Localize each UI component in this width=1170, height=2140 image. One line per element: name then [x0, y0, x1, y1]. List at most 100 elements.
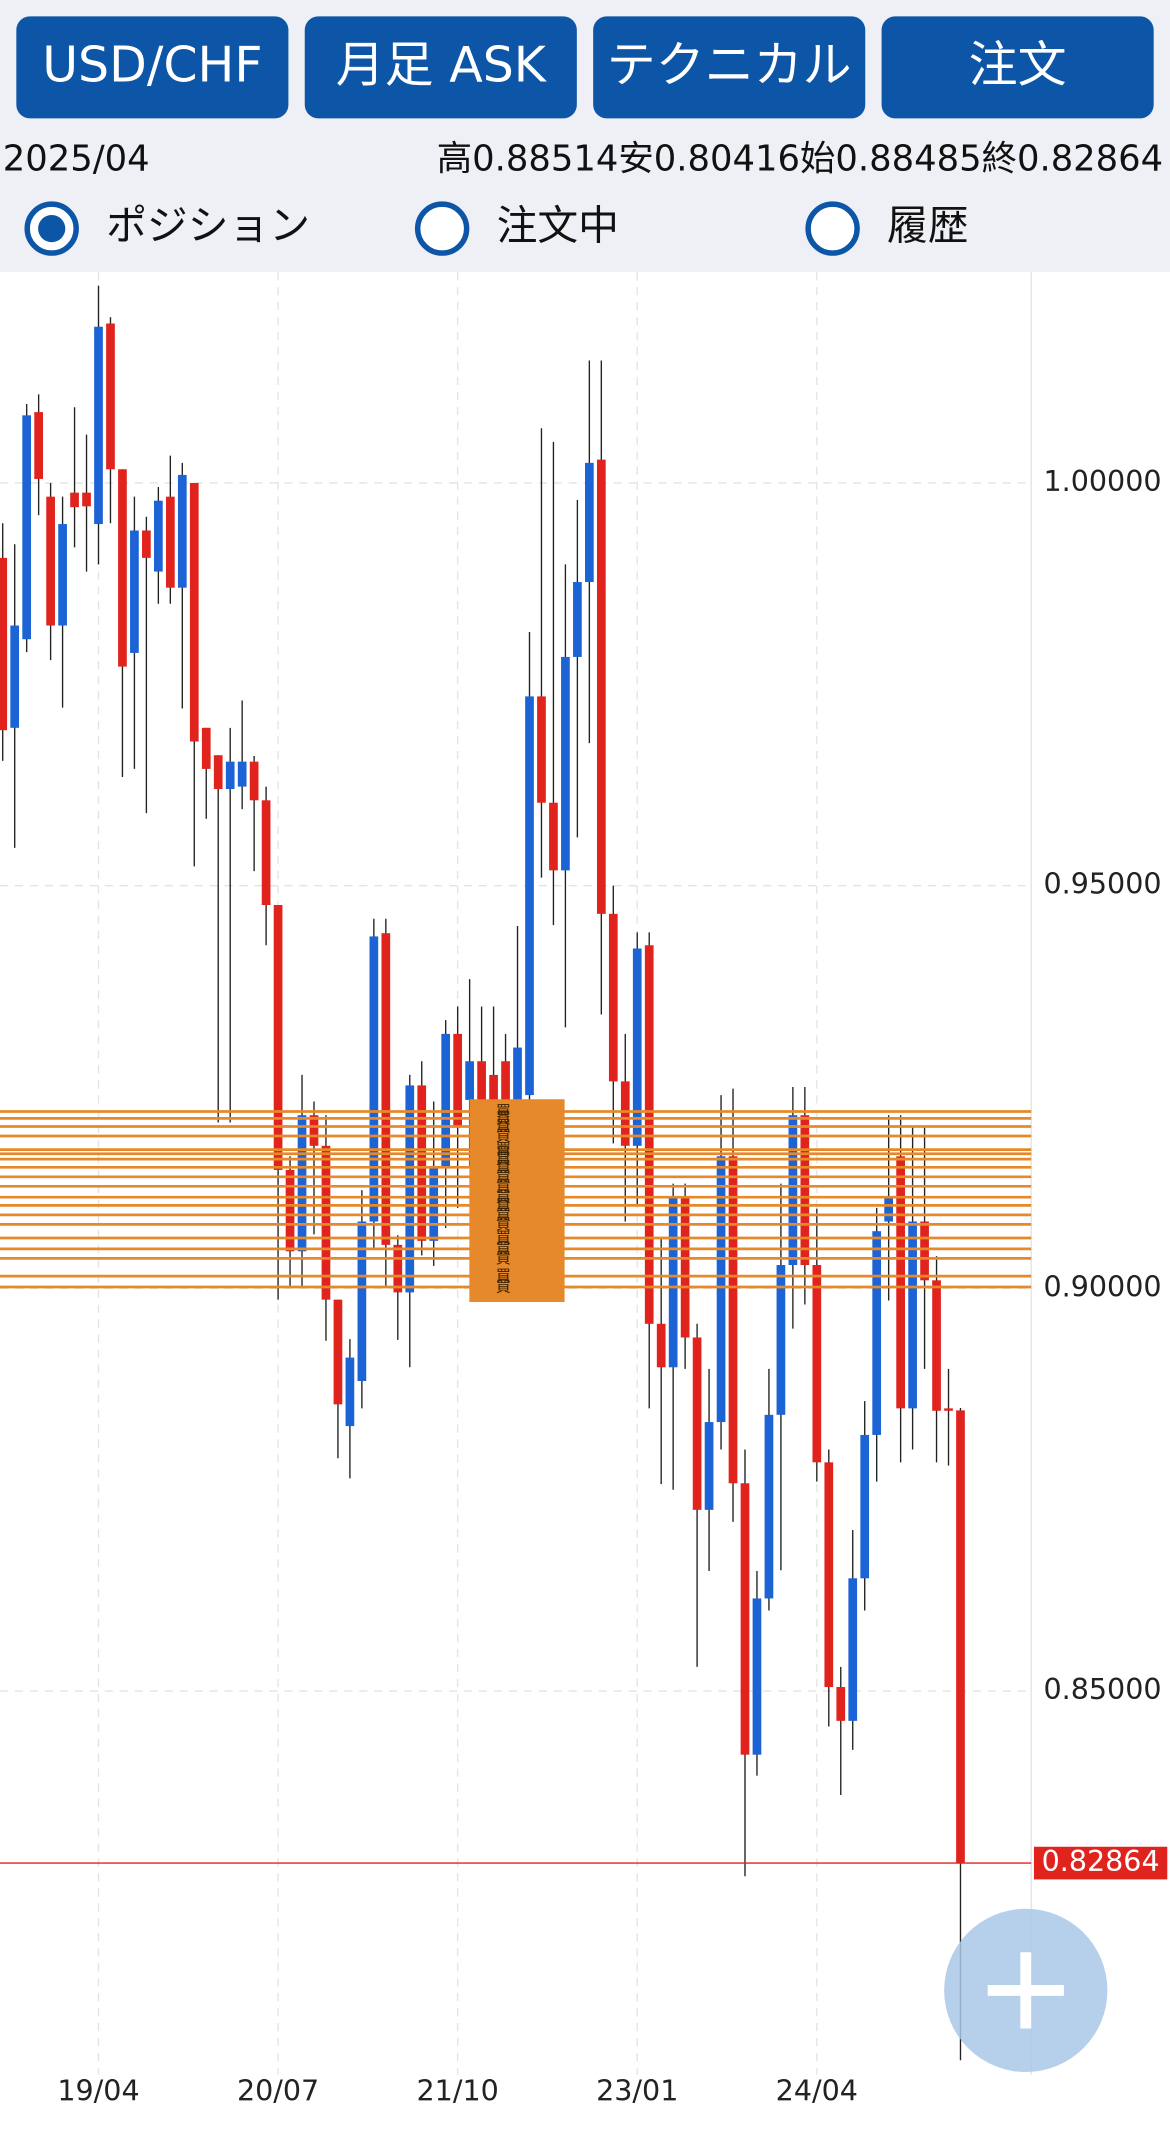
candle-body — [345, 1357, 355, 1427]
candle-body — [632, 948, 642, 1146]
position-label: 買 — [496, 1144, 511, 1162]
candle-body — [405, 1085, 415, 1293]
candle-body — [561, 656, 570, 871]
position-label: 買 — [496, 1215, 511, 1233]
current-price-box — [1033, 1846, 1168, 1880]
candle-body — [776, 1265, 786, 1415]
x-tick-label: 20/07 — [237, 2073, 319, 2107]
y-tick-label: 0.85000 — [1043, 1672, 1161, 1706]
candle-body — [812, 1265, 822, 1463]
candle-body — [142, 530, 151, 558]
radio-dot — [38, 214, 66, 243]
candle-body — [46, 496, 55, 626]
candle-body — [213, 755, 223, 790]
candle-body — [549, 802, 558, 871]
tab-label[interactable]: 履歴 — [887, 202, 969, 250]
header-button[interactable] — [16, 16, 289, 119]
candle-body — [944, 1408, 953, 1411]
position-label: 買 — [496, 1102, 511, 1120]
candle-body — [441, 1033, 451, 1168]
header-button[interactable] — [593, 16, 866, 119]
candle-body — [489, 1074, 498, 1102]
candle-body — [393, 1244, 403, 1293]
candle-body — [908, 1221, 917, 1409]
candle-body — [537, 696, 546, 803]
candle-body — [596, 459, 606, 914]
candle-body — [848, 1578, 858, 1721]
candle-body — [836, 1687, 846, 1721]
candle-body — [285, 1169, 295, 1252]
candle-body — [620, 1081, 630, 1146]
period: 2025/04 — [3, 139, 150, 180]
candle-body — [728, 1156, 738, 1484]
candle-body — [130, 530, 139, 653]
position-label: 買 — [496, 1239, 511, 1257]
x-tick-label: 23/01 — [596, 2073, 678, 2107]
candle-body — [94, 326, 103, 525]
candle-body — [261, 800, 271, 906]
position-label: 買 — [496, 1167, 511, 1185]
candle-body — [788, 1115, 798, 1266]
candle-body — [800, 1115, 810, 1266]
candle-body — [381, 933, 391, 1245]
tab-label[interactable]: ポジション — [106, 202, 310, 250]
ohlc-label: 始 — [800, 139, 835, 180]
candle-body — [106, 323, 115, 470]
candle-body — [201, 727, 211, 769]
ohlc-value: 0.88485 — [835, 139, 981, 180]
current-price-label: 0.82864 — [1042, 1844, 1160, 1878]
candle-body — [824, 1462, 834, 1688]
ohlc-value: 0.82864 — [1017, 139, 1163, 180]
candle-body — [716, 1156, 726, 1423]
candle-body — [860, 1434, 870, 1579]
position-label: 買 — [496, 1267, 511, 1285]
candle-body — [177, 474, 187, 588]
candle-body — [165, 496, 175, 588]
candle-body — [154, 500, 163, 572]
y-tick-label: 1.00000 — [1043, 464, 1161, 498]
position-label: 買 — [496, 1150, 511, 1168]
radio[interactable] — [805, 201, 860, 256]
candle-body — [752, 1598, 762, 1755]
position-label: 買 — [496, 1158, 511, 1176]
ohlc-label: 高 — [437, 139, 472, 180]
candle-body — [34, 412, 43, 479]
candle-body — [668, 1197, 678, 1368]
candle-body — [525, 696, 534, 1096]
y-tick-label: 0.90000 — [1043, 1269, 1161, 1303]
candle-body — [321, 1145, 331, 1300]
candle-body — [740, 1483, 750, 1755]
candle-body — [273, 905, 283, 1170]
candle-body — [692, 1337, 702, 1510]
candle-body — [872, 1231, 882, 1435]
candle-body — [82, 492, 91, 507]
candle-body — [369, 936, 379, 1222]
header-button[interactable] — [304, 16, 577, 119]
position-label: 買 — [496, 1109, 511, 1127]
candle-body — [920, 1221, 929, 1281]
header-button[interactable] — [881, 16, 1154, 119]
candle-body — [704, 1422, 714, 1510]
candle-body — [333, 1299, 343, 1405]
candle-body — [656, 1323, 666, 1368]
candle-body — [932, 1280, 941, 1411]
position-label: 買 — [496, 1277, 511, 1295]
position-label: 買 — [496, 1249, 511, 1267]
header-button-label: 月足 ASK — [336, 37, 548, 94]
candle-body — [118, 469, 127, 667]
position-label: 買 — [496, 1196, 511, 1214]
candle-body — [189, 482, 199, 742]
candle-body — [513, 1047, 522, 1116]
position-label: 買 — [496, 1229, 511, 1247]
position-label-box — [469, 1099, 565, 1302]
candle-body — [237, 761, 247, 787]
candle-body — [585, 462, 594, 583]
candle-body — [644, 945, 654, 1324]
candle-body — [357, 1221, 367, 1381]
candle-body — [225, 761, 235, 790]
radio[interactable] — [414, 201, 470, 256]
tab-label[interactable]: 注文中 — [497, 202, 619, 250]
candle-body — [956, 1410, 965, 1864]
